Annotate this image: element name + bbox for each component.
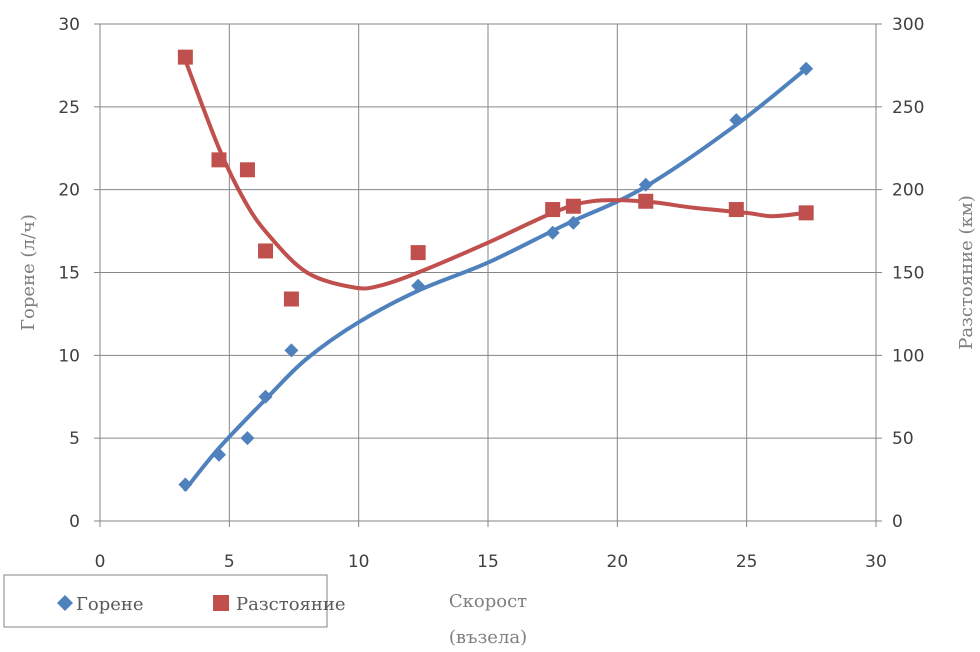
y-left-tick-label: 30: [58, 15, 80, 35]
x-tick-label: 20: [607, 552, 629, 572]
y-axis-left-title: Горене (л/ч): [18, 214, 39, 331]
plot-area: [99, 23, 877, 522]
data-point-gorene: [284, 343, 299, 358]
y-right-tick-label: 250: [892, 98, 924, 118]
y-right-tick-label: 300: [892, 15, 924, 35]
data-point-razstoyanie: [798, 205, 814, 221]
data-point-gorene: [211, 447, 226, 462]
series-1: [177, 49, 814, 307]
data-point-gorene: [638, 177, 653, 192]
data-point-razstoyanie: [410, 245, 426, 261]
x-axis-title: Скорост: [449, 591, 527, 612]
x-tick-label: 5: [224, 552, 235, 572]
y-right-tick-label: 100: [892, 346, 924, 366]
y-left-tick-label: 10: [58, 346, 80, 366]
series-0: [178, 61, 814, 492]
data-point-gorene: [729, 113, 744, 128]
data-point-razstoyanie: [545, 202, 561, 218]
legend-entry-gorene: Горене: [76, 594, 144, 615]
trendline-1: [183, 58, 809, 291]
series-layer: [177, 49, 814, 492]
x-tick-label: 10: [348, 552, 370, 572]
y-right-tick-label: 150: [892, 264, 924, 284]
y-right-tick-label: 0: [892, 512, 903, 532]
data-point-gorene: [799, 61, 814, 76]
x-axis-title-unit: (възела): [449, 627, 527, 648]
data-point-gorene: [240, 431, 255, 446]
x-tick-label: 15: [477, 552, 499, 572]
y-left-tick-label: 0: [69, 512, 80, 532]
y-left-tick-label: 20: [58, 181, 80, 201]
legend-marker-gorene: [57, 595, 73, 611]
tick-labels: 0 5 10 15 20 25 300510152025300501001502002503…: [58, 15, 924, 572]
y-left-tick-label: 25: [58, 98, 80, 118]
x-tick-label: 25: [736, 552, 758, 572]
data-point-razstoyanie: [565, 198, 581, 214]
x-tick-label: 30: [865, 552, 887, 572]
data-point-razstoyanie: [728, 202, 744, 218]
gridlines: [94, 23, 882, 527]
data-point-gorene: [545, 225, 560, 240]
y-left-tick-label: 5: [69, 429, 80, 449]
data-point-razstoyanie: [283, 291, 299, 307]
data-point-razstoyanie: [177, 49, 193, 65]
data-point-razstoyanie: [239, 162, 255, 178]
data-point-gorene: [258, 389, 273, 404]
legend-entry-razstoyanie: Разстояние: [236, 594, 346, 615]
data-point-razstoyanie: [638, 193, 654, 209]
data-point-gorene: [566, 215, 581, 230]
data-point-razstoyanie: [258, 243, 274, 259]
y-right-tick-label: 200: [892, 181, 924, 201]
x-tick-label: 0: [95, 552, 106, 572]
data-point-gorene: [411, 278, 426, 293]
trendline-0: [183, 66, 809, 492]
y-left-tick-label: 15: [58, 264, 80, 284]
data-point-gorene: [178, 477, 193, 492]
legend-box: [3, 574, 328, 628]
legend: Горене Разстояние: [3, 574, 346, 628]
y-right-tick-label: 50: [892, 429, 914, 449]
legend-marker-razstoyanie: [213, 595, 229, 611]
y-axis-right-title: Разстояние (км): [956, 195, 977, 350]
data-point-razstoyanie: [211, 152, 227, 168]
